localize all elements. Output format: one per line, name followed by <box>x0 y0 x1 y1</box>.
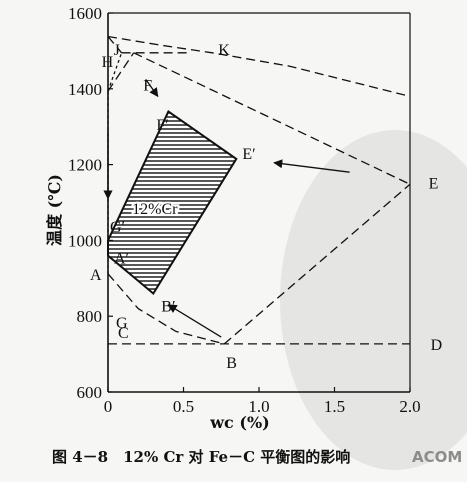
y-tick-label: 1400 <box>68 80 102 99</box>
y-tick-label: 1600 <box>68 4 102 23</box>
x-tick-label: 0 <box>104 397 113 416</box>
series-line <box>107 52 123 92</box>
y-axis-title: 温度 (℃) <box>45 174 64 247</box>
point-label: E′ <box>242 146 255 163</box>
point-label: B <box>226 355 237 372</box>
annotation-arrow <box>167 304 222 338</box>
series-line <box>107 35 411 98</box>
x-tick-label: 2.0 <box>399 397 420 416</box>
figure-caption: 图 4－8 12% Cr 对 Fe－C 平衡图的影响 <box>52 448 350 466</box>
point-label: G <box>116 315 128 332</box>
y-tick-label: 800 <box>77 307 103 326</box>
series-line <box>107 273 225 345</box>
y-tick-label: 600 <box>77 383 103 402</box>
point-label: J <box>114 42 120 59</box>
y-tick-label: 1200 <box>68 156 102 175</box>
series-line <box>107 52 135 92</box>
annotation-arrow <box>273 159 350 173</box>
point-label: A <box>90 267 102 284</box>
point-label: H <box>102 54 114 71</box>
point-label: D <box>431 337 443 354</box>
point-labels: J K H F F′ G G′ E′ E A A′ B′ B C D <box>90 42 442 372</box>
annotation-arrow <box>145 78 159 98</box>
point-label: F <box>143 77 152 94</box>
axes-layer: 0 0.5 1.0 1.5 2.0 600 800 1000 1200 1400 1600 <box>68 4 421 416</box>
x-tick-label: 1.0 <box>248 397 269 416</box>
watermark-text: ACOM <box>412 448 462 466</box>
background-seal <box>280 130 467 470</box>
x-tick-label: 1.5 <box>324 397 345 416</box>
series-line <box>107 36 123 54</box>
series-line <box>133 52 411 185</box>
point-label: A′ <box>114 250 129 267</box>
point-label: E <box>429 175 439 192</box>
x-axis-title: wc (%) <box>209 413 269 432</box>
point-label: B′ <box>161 298 175 315</box>
series-line <box>223 183 411 345</box>
shaded-region-layer: 12%Cr <box>107 110 238 296</box>
region-label: 12%Cr <box>132 201 178 218</box>
point-label: F′ <box>156 117 168 134</box>
point-label: K <box>218 42 230 59</box>
point-label: G′ <box>110 219 125 236</box>
point-label: C <box>118 325 129 342</box>
y-tick-label: 1000 <box>68 231 102 250</box>
x-tick-label: 0.5 <box>173 397 194 416</box>
